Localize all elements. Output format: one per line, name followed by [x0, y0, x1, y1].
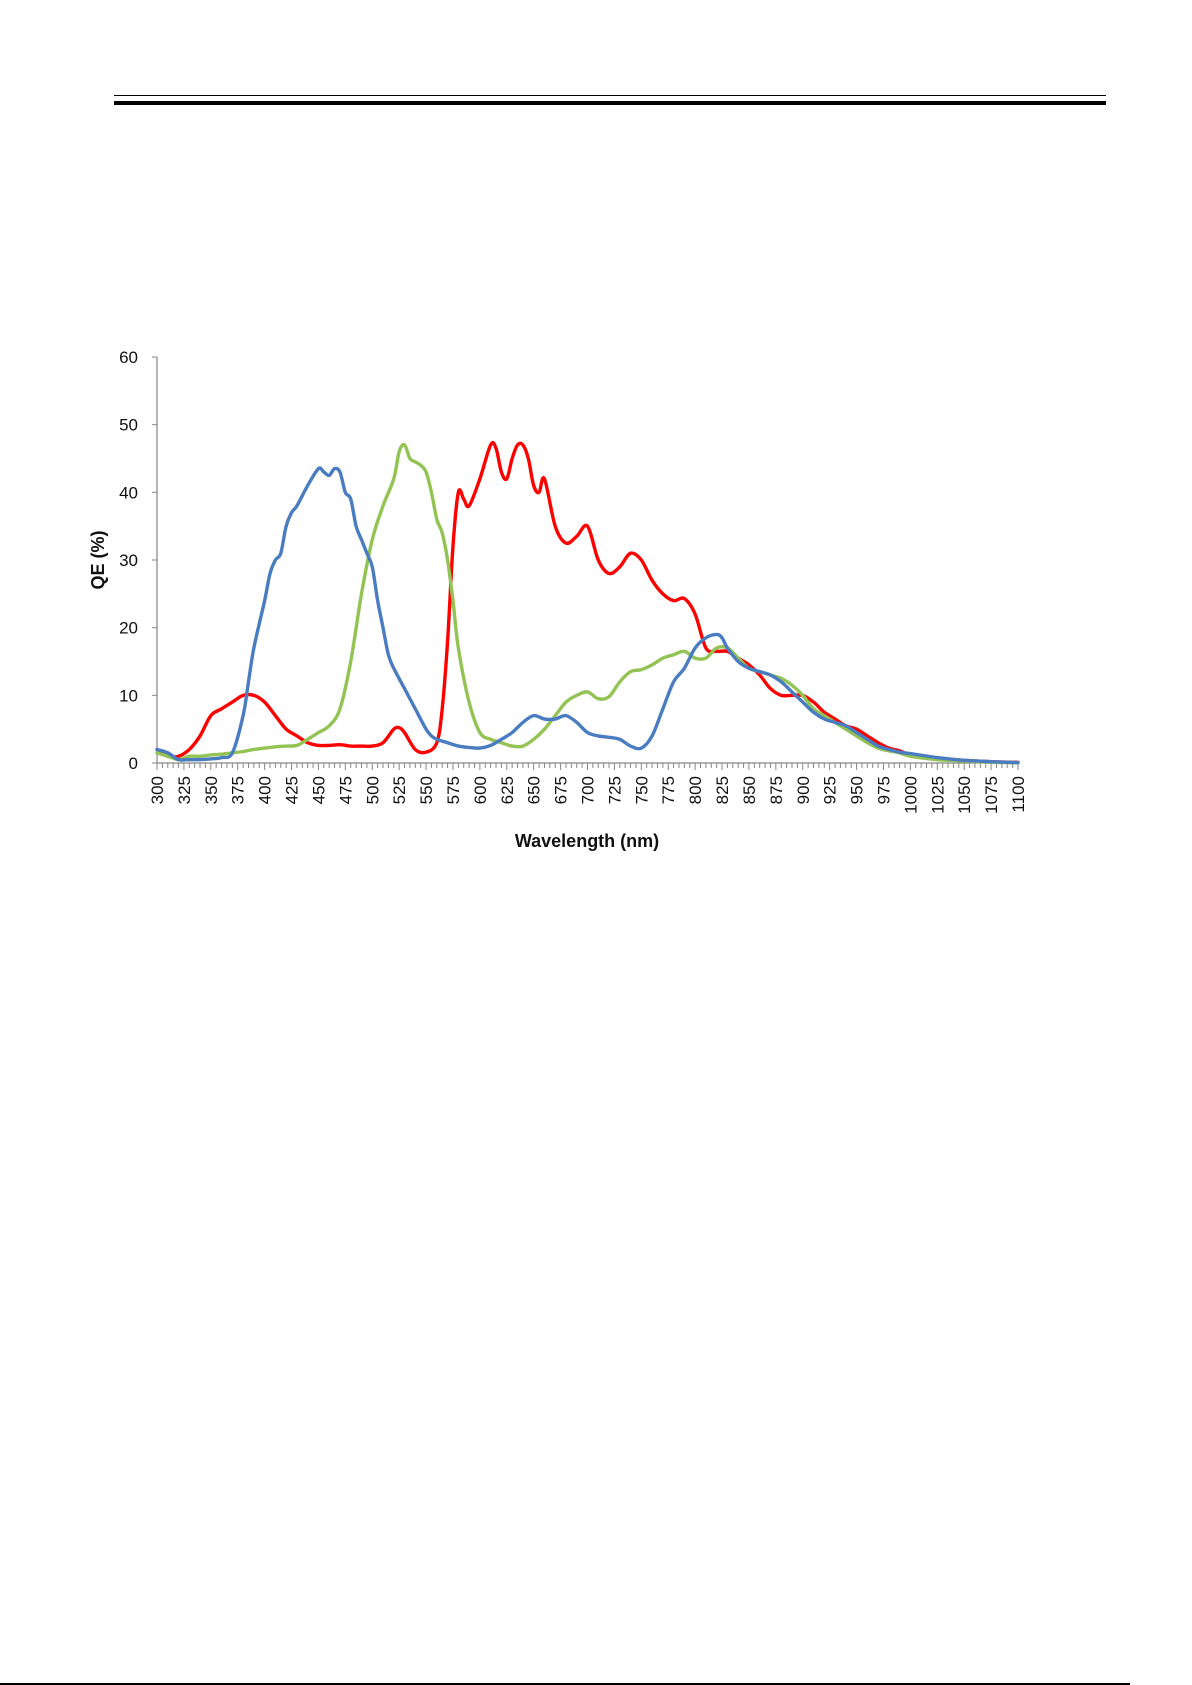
x-tick-label: 750 — [632, 776, 651, 804]
x-tick-label: 500 — [363, 776, 382, 804]
x-tick-label: 950 — [848, 776, 867, 804]
x-tick-label: 975 — [874, 776, 893, 804]
series-red-line — [155, 440, 1020, 765]
page-bottom-rule — [0, 1683, 1130, 1685]
x-tick-label: 1050 — [955, 776, 974, 814]
header-rule-thick — [114, 101, 1106, 105]
y-tick-label: 60 — [119, 348, 138, 367]
chart-axes — [156, 357, 1018, 764]
x-tick-label: 925 — [821, 776, 840, 804]
y-tick-label: 40 — [119, 483, 138, 502]
x-tick-label: 550 — [417, 776, 436, 804]
x-tick-label: 1025 — [928, 776, 947, 814]
x-tick-label: 1000 — [901, 776, 920, 814]
series-green-line — [155, 443, 1020, 765]
x-tick-label: 800 — [686, 776, 705, 804]
x-tick-label: 400 — [256, 776, 275, 804]
x-axis-title: Wavelength (nm) — [515, 831, 659, 851]
x-tick-label: 825 — [713, 776, 732, 804]
x-tick-label: 450 — [309, 776, 328, 804]
x-tick-label: 325 — [175, 776, 194, 804]
x-tick-label: 650 — [525, 776, 544, 804]
x-tick-label: 700 — [579, 776, 598, 804]
x-tick-label: 875 — [767, 776, 786, 804]
x-tick-label: 675 — [552, 776, 571, 804]
series-blue-line — [155, 466, 1020, 765]
y-tick-label: 20 — [119, 619, 138, 638]
x-tick-label: 725 — [605, 776, 624, 804]
x-tick-label: 600 — [471, 776, 490, 804]
x-tick-label: 900 — [794, 776, 813, 804]
chart-series — [155, 440, 1020, 765]
y-tick-label: 0 — [129, 754, 138, 773]
header-rule-thin — [114, 95, 1106, 96]
x-tick-label: 850 — [740, 776, 759, 804]
x-tick-label: 775 — [659, 776, 678, 804]
chart-ticks — [152, 356, 1019, 770]
x-tick-label: 575 — [444, 776, 463, 804]
x-tick-label: 1075 — [982, 776, 1001, 814]
y-tick-label: 10 — [119, 686, 138, 705]
x-tick-label: 425 — [283, 776, 302, 804]
x-tick-label: 625 — [498, 776, 517, 804]
y-axis-title: QE (%) — [88, 530, 108, 589]
x-tick-label: 300 — [148, 776, 167, 804]
y-tick-label: 30 — [119, 551, 138, 570]
x-tick-label: 1100 — [1009, 776, 1028, 813]
chart-tick-labels: 0 10 20 30 40 50 60 300 325 350 375 400 425 450 475 500… — [119, 348, 1028, 814]
x-tick-label: 525 — [390, 776, 409, 804]
x-tick-label: 350 — [202, 776, 221, 804]
y-tick-label: 50 — [119, 416, 138, 435]
x-tick-label: 475 — [336, 776, 355, 804]
x-tick-label: 375 — [229, 776, 248, 804]
